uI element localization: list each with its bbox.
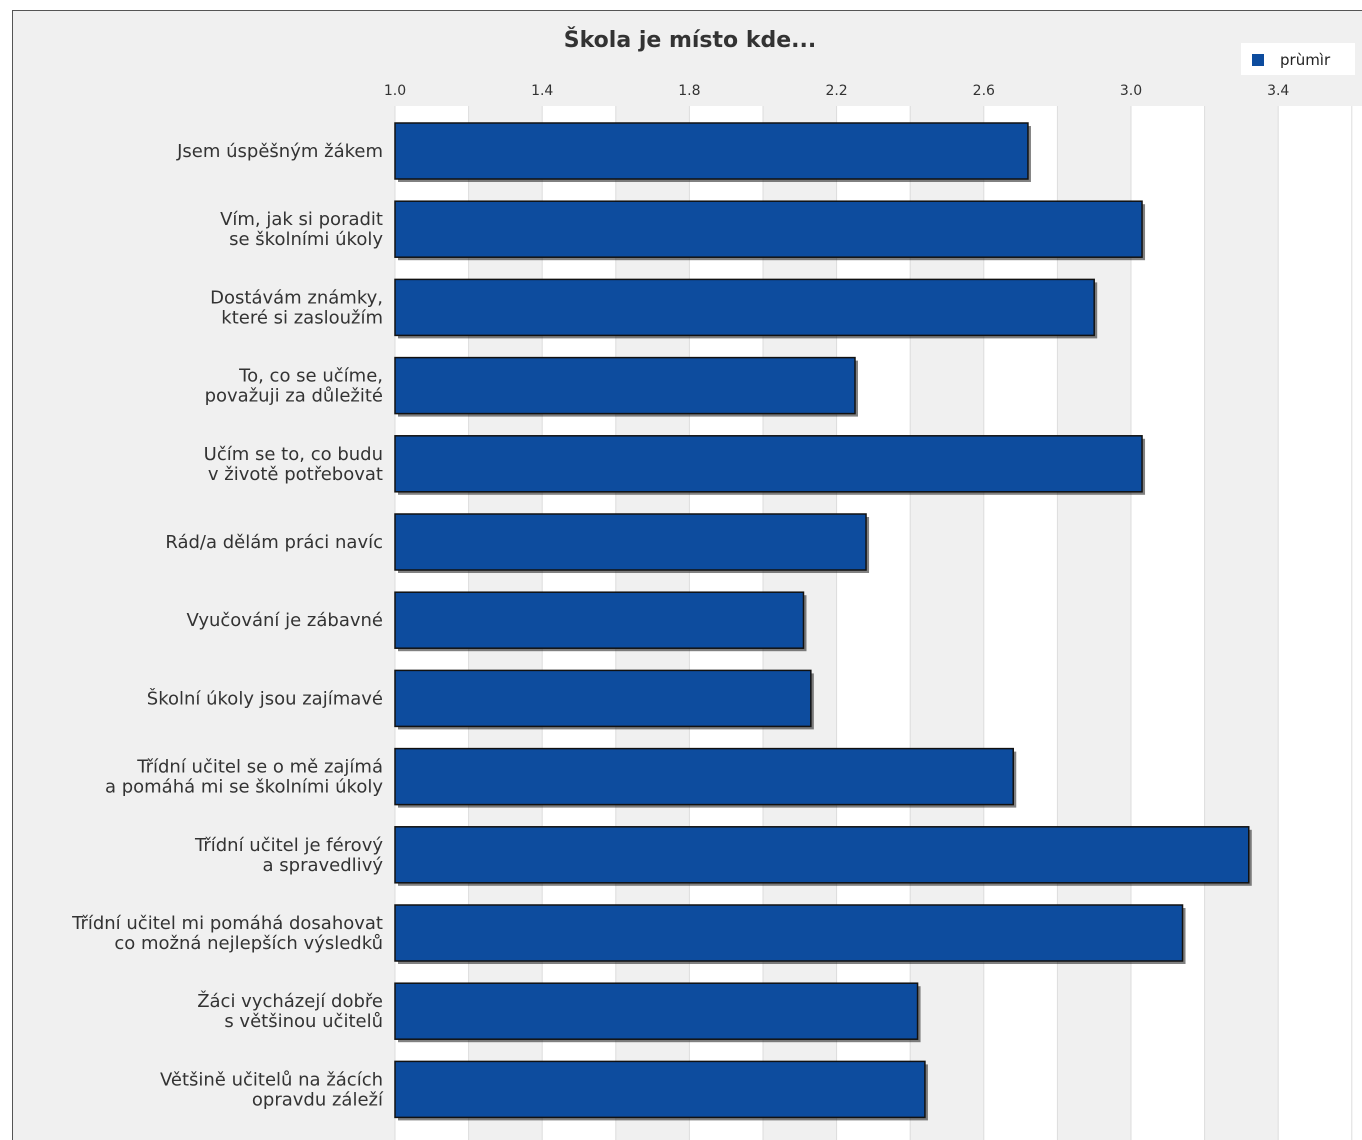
grid-band bbox=[1057, 106, 1131, 1140]
grid-band bbox=[1204, 106, 1279, 1140]
category-label-line: Dostávám známky, bbox=[210, 287, 383, 308]
bar bbox=[394, 200, 1143, 258]
grid-band bbox=[910, 106, 984, 1140]
bar bbox=[394, 669, 812, 728]
x-tick-label: 1.0 bbox=[384, 83, 406, 99]
bar bbox=[394, 826, 1250, 884]
category-label-line: Třídní učitel je férový bbox=[194, 835, 383, 856]
category-label: Vyučování je zábavné bbox=[187, 610, 383, 631]
category-label-line: v životě potřebovat bbox=[208, 464, 383, 485]
category-label: Školní úkoly jsou zajímavé bbox=[147, 687, 383, 709]
bar bbox=[394, 904, 1184, 962]
category-label-line: Třídní učitel mi pomáhá dosahovat bbox=[71, 913, 383, 934]
category-label-line: se školními úkoly bbox=[229, 229, 383, 250]
category-label: To, co se učíme, považuji za důležité bbox=[205, 366, 383, 407]
bar bbox=[394, 591, 805, 649]
bar bbox=[394, 747, 1014, 806]
category-label-line: Většině učitelů na žácích bbox=[160, 1069, 383, 1090]
chart-title: Škola je místo kde... bbox=[564, 27, 816, 53]
x-tick-label: 3.0 bbox=[1120, 83, 1142, 99]
category-label-line: Třídní učitel se o mě zajímá bbox=[136, 757, 383, 778]
category-label-line: Vyučování je zábavné bbox=[187, 610, 383, 631]
category-label-line: Vím, jak si poradit bbox=[220, 209, 383, 230]
chart-frame: Škola je místo kde... prùmìr 1.0 1.4 1.8 2.… bbox=[12, 10, 1362, 1140]
category-label: Třídní učitel se o mě zajímá a pomáhá mi … bbox=[105, 757, 383, 798]
category-label-line: Rád/a dělám práci navíc bbox=[165, 532, 383, 553]
bar bbox=[394, 1060, 926, 1119]
category-label-line: opravdu záleží bbox=[252, 1089, 384, 1110]
bar bbox=[394, 356, 856, 415]
category-label-line: To, co se učíme, bbox=[238, 366, 383, 387]
category-label: Jsem úspěšným žákem bbox=[176, 141, 383, 162]
category-label-line: Školní úkoly jsou zajímavé bbox=[147, 687, 383, 709]
category-label-line: a spravedlivý bbox=[263, 855, 384, 876]
x-tick-label: 2.2 bbox=[825, 83, 847, 99]
category-labels: Jsem úspěšným žákem Vím, jak si poradit se… bbox=[71, 141, 384, 1110]
x-tick-label: 3.4 bbox=[1267, 83, 1289, 99]
x-tick-label: 1.4 bbox=[531, 83, 553, 99]
category-label: Dostávám známky, které si zasloužím bbox=[210, 287, 383, 328]
category-label-line: a pomáhá mi se školními úkoly bbox=[105, 777, 383, 798]
bar-chart: Škola je místo kde... prùmìr 1.0 1.4 1.8 2.… bbox=[71, 27, 1362, 1140]
x-tick-label: 1.8 bbox=[678, 83, 700, 99]
legend-label: prùmìr bbox=[1280, 51, 1331, 69]
category-label: Učím se to, co budu v životě potřebovat bbox=[204, 444, 383, 485]
bar bbox=[394, 122, 1029, 180]
category-label-line: považuji za důležité bbox=[205, 386, 383, 407]
grid-bands bbox=[395, 106, 1362, 1140]
legend: prùmìr bbox=[1241, 43, 1355, 75]
x-axis-ticks: 1.0 1.4 1.8 2.2 2.6 3.0 3.4 bbox=[384, 83, 1290, 99]
category-label-line: co možná nejlepších výsledků bbox=[114, 933, 383, 954]
category-label: Třídní učitel je férový a spravedlivý bbox=[194, 835, 383, 876]
x-tick-label: 2.6 bbox=[973, 83, 995, 99]
category-label: Vím, jak si poradit se školními úkoly bbox=[220, 209, 383, 250]
legend-swatch bbox=[1252, 54, 1264, 66]
category-label-line: Žáci vycházejí dobře bbox=[197, 990, 383, 1012]
bar bbox=[394, 513, 867, 571]
category-label: Třídní učitel mi pomáhá dosahovat co možn… bbox=[71, 913, 383, 954]
bar bbox=[394, 982, 919, 1040]
category-label-line: Učím se to, co budu bbox=[204, 444, 383, 465]
category-label-line: které si zasloužím bbox=[221, 307, 383, 328]
category-label-line: Jsem úspěšným žákem bbox=[176, 141, 383, 162]
category-label: Většině učitelů na žácích opravdu záleží bbox=[160, 1069, 384, 1110]
bar bbox=[394, 435, 1143, 493]
category-label: Žáci vycházejí dobře s většinou učitelů bbox=[197, 990, 383, 1032]
category-label-line: s většinou učitelů bbox=[224, 1011, 383, 1032]
category-label: Rád/a dělám práci navíc bbox=[165, 532, 383, 553]
bars bbox=[394, 122, 1252, 1121]
bar bbox=[394, 278, 1095, 337]
